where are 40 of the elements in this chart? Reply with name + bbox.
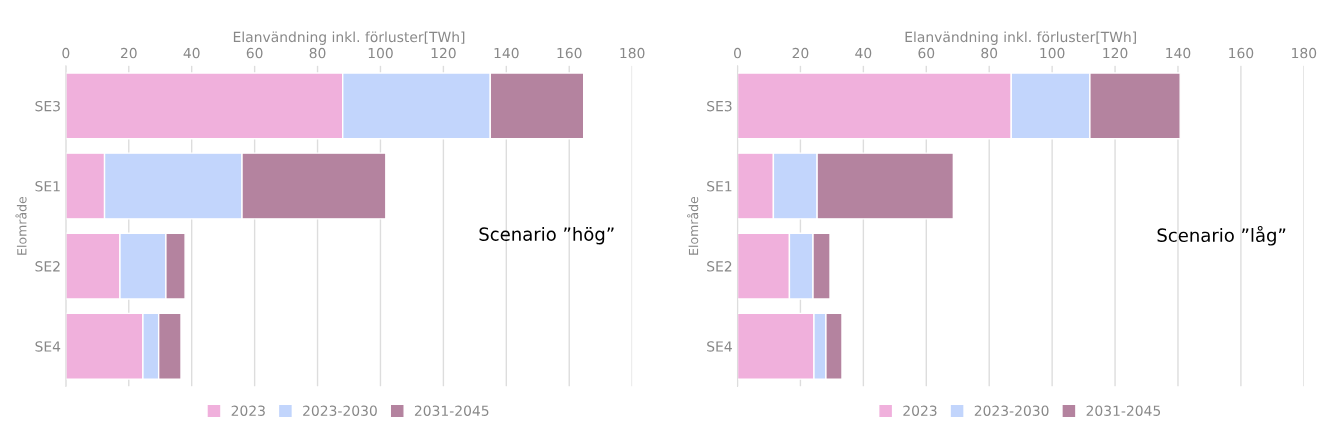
x-axis-title: Elanvändning inkl. förluster[TWh] [233,31,465,45]
x-tick-label: 60 [918,47,935,59]
x-tick-label: 80 [309,47,326,59]
y-tick-label: SE3 [35,100,60,112]
x-tick-label: 140 [494,47,519,59]
legend-label: 2023-2030 [974,405,1049,416]
x-tick-label: 20 [120,47,137,59]
x-tick-label: 0 [62,47,70,59]
y-tick-label: SE1 [35,180,60,192]
legend-label: 2031-2045 [1086,405,1161,416]
x-tick-label: 100 [368,47,393,59]
y-axis-title: Elområde [687,196,699,255]
x-tick-label: 120 [431,47,456,59]
x-tick-label: 160 [557,47,582,59]
x-tick-label: 140 [1166,47,1191,59]
y-tick-label: SE4 [707,341,732,352]
legend-label: 2023 [231,405,265,416]
y-tick-label: SE4 [35,341,61,352]
x-tick-label: 180 [620,47,645,59]
legend-label: 2023-2030 [303,405,377,416]
y-tick-label: SE3 [707,100,732,112]
x-tick-label: 80 [981,47,998,59]
x-tick-label: 20 [792,47,809,59]
x-tick-label: 120 [1103,47,1128,59]
legend-label: 2031-2045 [414,405,489,416]
y-axis-title: Elområde [15,196,27,255]
x-tick-label: 100 [1040,47,1065,59]
annotation: Scenario ”hög” [479,226,614,245]
y-tick-label: SE2 [707,261,732,272]
x-tick-label: 180 [1292,47,1317,59]
x-tick-label: 40 [855,47,872,59]
y-tick-label: SE2 [35,261,60,272]
annotation: Scenario ”låg” [1157,225,1286,246]
x-tick-label: 160 [1229,47,1254,59]
x-tick-label: 60 [246,47,263,59]
x-tick-label: 0 [734,47,742,59]
legend-label: 2023 [903,405,937,416]
x-axis-title: Elanvändning inkl. förluster[TWh] [905,31,1136,45]
x-tick-label: 40 [183,47,200,59]
y-tick-label: SE1 [707,180,732,192]
